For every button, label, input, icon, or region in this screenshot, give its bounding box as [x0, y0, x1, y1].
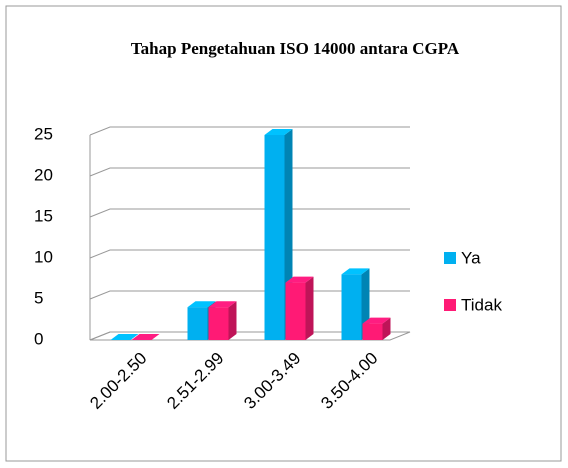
bar-top	[187, 301, 216, 308]
y-tick-label: 10	[34, 247, 53, 266]
bar	[208, 307, 229, 340]
bar-top	[208, 301, 237, 308]
legend-swatch	[444, 252, 456, 264]
legend-label: Ya	[461, 248, 481, 267]
bar-side	[228, 301, 237, 340]
bar-top	[285, 276, 314, 283]
legend-swatch	[444, 299, 456, 311]
y-tick-label: 25	[34, 124, 53, 143]
grid-line	[89, 249, 410, 259]
y-tick-label: 20	[34, 165, 53, 184]
grid-line	[89, 167, 410, 177]
bar-top	[131, 334, 160, 340]
bar	[264, 135, 285, 340]
bar-side	[305, 276, 314, 340]
bar	[187, 307, 208, 340]
grid-line	[89, 208, 410, 218]
legend-label: Tidak	[461, 295, 502, 314]
bar	[341, 274, 362, 340]
bar-top	[362, 317, 391, 324]
bar-top	[264, 129, 293, 135]
y-tick-label: 0	[34, 329, 43, 348]
bar-top	[110, 334, 139, 340]
bar	[285, 282, 306, 340]
bar	[362, 323, 383, 340]
chart-title: Tahap Pengetahuan ISO 14000 antara CGPA	[130, 39, 460, 58]
y-tick-label: 5	[34, 288, 43, 307]
grid-line	[89, 126, 410, 136]
y-tick-label: 15	[34, 206, 53, 225]
bar-side	[382, 317, 391, 340]
bar-top	[341, 268, 370, 275]
